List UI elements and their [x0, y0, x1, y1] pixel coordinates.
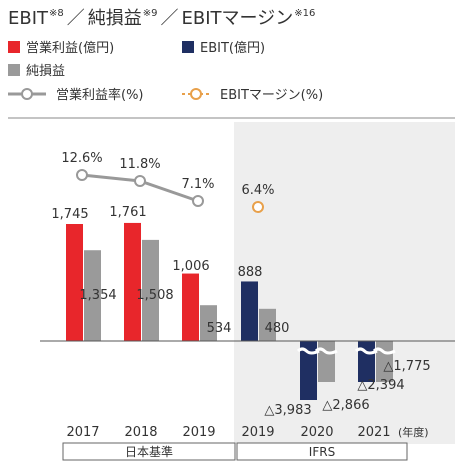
title-ebit: EBIT: [8, 8, 49, 29]
legend-label-op-margin: 営業利益率(%): [56, 87, 144, 103]
title-separator-1: ／: [66, 8, 85, 29]
data-label-operating-profit-2: 1,761: [109, 205, 146, 220]
standard-label-2: IFRS: [309, 445, 335, 459]
bar-operating-profit-2: [124, 222, 141, 341]
title-note-8: ※8: [49, 8, 64, 19]
data-label-net-income-4: 480: [265, 321, 290, 336]
op-margin-label-1: 12.6%: [61, 151, 102, 166]
bar-ebit-4: [241, 281, 258, 341]
data-label-ebit-6: △2,394: [357, 378, 404, 393]
ebit-margin-point-4: [252, 201, 264, 213]
data-label-ebit-5: △3,983: [264, 403, 311, 418]
data-label-net-income-5: △2,866: [322, 398, 369, 413]
op-margin-point-1: [76, 169, 88, 181]
x-tick-label-6: 2021: [357, 425, 390, 440]
x-tick-label-5: 2020: [300, 425, 333, 440]
bar-ebit-6: [358, 341, 375, 382]
data-label-net-income-2: 1,508: [136, 288, 173, 303]
data-labels-layer: 1,745 1,354 1,761 1,508 1,006 534 888 480 △3,983…: [51, 151, 430, 418]
axis-break-ebit-5: [296, 347, 320, 355]
margin-lines-layer: [76, 169, 264, 213]
x-tick-label-2: 2018: [124, 425, 157, 440]
bar-operating-profit-3: [182, 273, 199, 341]
axis-break-ebit-6: [354, 347, 378, 355]
standard-box-2: [236, 442, 408, 461]
legend-marker-ebit-margin: [190, 88, 202, 100]
axis-break-net-income-5: [314, 347, 338, 355]
chart-title: EBIT※8 ／純損益※9 ／ EBITマージン※16: [8, 4, 315, 30]
ifrs-background: [234, 122, 455, 444]
bar-net-income-3: [200, 305, 217, 341]
bars-layer: [66, 222, 393, 400]
title-ebit-margin: EBITマージン: [181, 8, 294, 29]
legend-swatch-ebit: [182, 41, 194, 53]
legend-label-net-income: 純損益: [26, 64, 65, 79]
data-label-net-income-3: 534: [207, 321, 232, 336]
title-note-16: ※16: [294, 8, 316, 19]
op-margin-point-3: [192, 195, 204, 207]
bar-ebit-5: [300, 341, 317, 400]
data-label-operating-profit-3: 1,006: [172, 259, 209, 274]
bar-net-income-6: [376, 341, 393, 382]
standard-box-1: [62, 442, 236, 461]
x-tick-label-1: 2017: [66, 425, 99, 440]
title-note-9: ※9: [142, 8, 158, 19]
bar-net-income-1: [84, 250, 101, 341]
legend-label-ebit-margin: EBITマージン(%): [220, 88, 323, 103]
axis-break-layer: [296, 347, 396, 355]
data-label-operating-profit-1: 1,745: [51, 207, 88, 222]
standard-label-1: 日本基準: [125, 444, 173, 459]
legend: 営業利益(億円) EBIT(億円) 純損益 営業利益率(%) EBITマージン(…: [8, 40, 323, 103]
legend-label-operating-profit: 営業利益(億円): [26, 40, 114, 56]
axis-break-net-income-6: [372, 347, 396, 355]
x-tick-label-3: 2019: [182, 425, 215, 440]
bar-operating-profit-1: [66, 224, 83, 341]
bar-net-income-2: [142, 239, 159, 341]
ebit-margin-label-4: 6.4%: [241, 183, 274, 198]
x-tick-label-4: 2019: [241, 425, 274, 440]
bar-net-income-5: [318, 341, 335, 382]
legend-label-ebit: EBIT(億円): [200, 40, 265, 56]
bar-net-income-4: [259, 308, 276, 341]
op-margin-label-3: 7.1%: [181, 177, 214, 192]
x-axis-unit: (年度): [398, 425, 429, 439]
legend-marker-op-margin: [21, 88, 33, 100]
legend-swatch-net-income: [8, 64, 20, 76]
x-axis: 2017 2018 2019 2019 2020 2021 (年度): [66, 425, 428, 440]
accounting-standards: 日本基準 IFRS: [62, 442, 408, 461]
title-separator-2: ／: [160, 8, 179, 29]
data-label-net-income-6: △1,775: [383, 359, 430, 374]
data-label-net-income-1: 1,354: [79, 288, 116, 303]
op-margin-point-2: [134, 175, 146, 187]
op-margin-label-2: 11.8%: [119, 157, 160, 172]
data-label-ebit-4: 888: [238, 265, 263, 280]
legend-swatch-operating-profit: [8, 41, 20, 53]
title-net-income: 純損益: [87, 8, 142, 29]
